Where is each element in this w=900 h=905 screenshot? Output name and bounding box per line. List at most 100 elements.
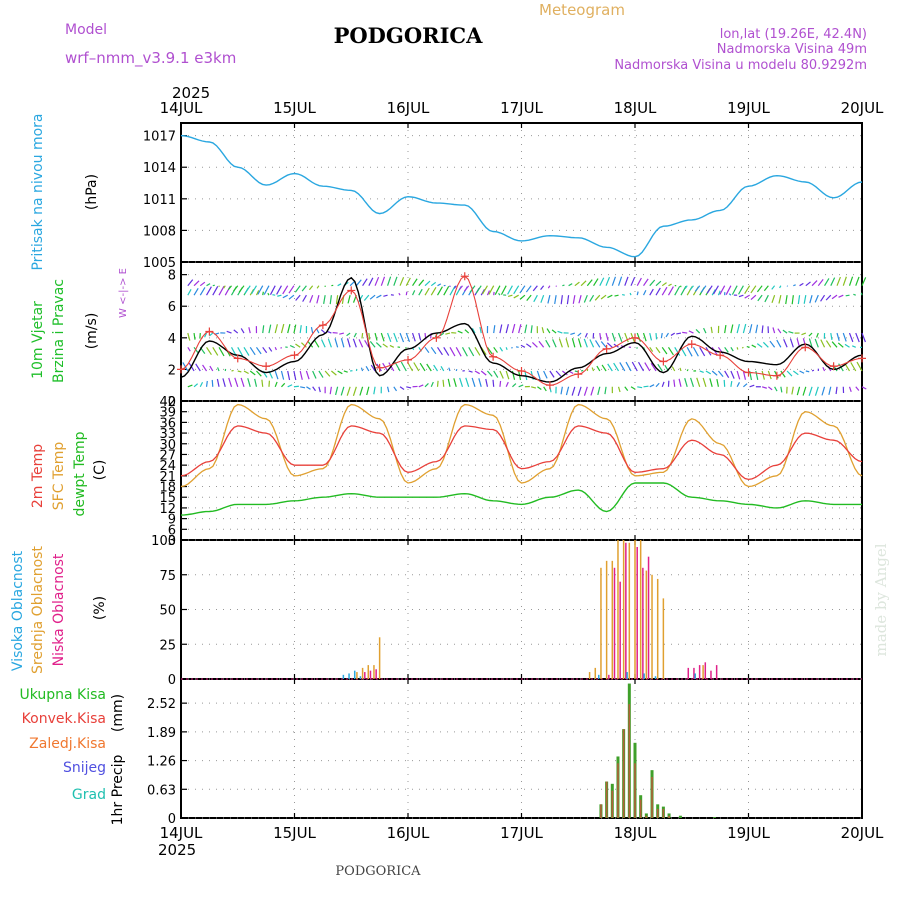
wind-arrow xyxy=(561,295,562,304)
cloud-unit: (%) xyxy=(92,596,108,620)
wind-arrow xyxy=(615,295,619,296)
wind-arrow xyxy=(544,371,547,378)
y-tick-label: 0.63 xyxy=(147,783,176,798)
wind-arrow xyxy=(252,286,257,294)
wind-arrow xyxy=(747,347,750,348)
wind-arrow xyxy=(750,385,755,387)
wind-arrow xyxy=(489,286,494,295)
wind-arrow xyxy=(597,366,600,371)
precip-legend-snow: Snijeg xyxy=(63,760,106,776)
wind-arrow xyxy=(758,295,762,301)
wind-arrow xyxy=(481,371,486,375)
wind-arrow xyxy=(388,277,391,286)
wind-arrow xyxy=(262,380,263,387)
wind-arrow xyxy=(207,347,212,354)
wind-title-2: Brzina i Pravac xyxy=(51,279,67,383)
wind-arrow xyxy=(726,286,731,295)
wind-arrow xyxy=(353,387,356,396)
wind-arrow xyxy=(406,347,407,348)
pressure-line xyxy=(181,136,862,257)
wind-compass: W <-|-> E xyxy=(118,268,129,318)
wind-arrow xyxy=(469,347,474,356)
wind-arrow xyxy=(244,347,249,355)
wind-arrow xyxy=(520,286,525,293)
wind-arrow xyxy=(288,371,290,380)
wind-arrow xyxy=(331,371,336,375)
wind-arrow xyxy=(756,371,758,380)
wind-arrow xyxy=(821,340,825,348)
wind-arrow xyxy=(248,378,250,387)
wind-arrow xyxy=(825,278,829,285)
wind-arrow xyxy=(354,333,356,337)
wind-arrow xyxy=(757,344,762,348)
wind-arrow xyxy=(850,387,852,392)
wind-arrow xyxy=(450,347,455,356)
wind-arrow xyxy=(188,347,190,351)
wind-arrow xyxy=(390,345,394,347)
wind-arrow xyxy=(531,325,532,333)
wind-arrow xyxy=(806,282,811,286)
wind-arrow xyxy=(203,365,207,371)
wind-arrow xyxy=(519,324,521,333)
wind-arrow xyxy=(584,339,587,347)
cloud-high-label: Visoka Oblacnost xyxy=(10,550,26,671)
wind-arrow xyxy=(792,295,793,304)
wind-arrow xyxy=(742,347,743,348)
wind-arrow xyxy=(464,286,468,291)
wind-arrow xyxy=(494,347,498,352)
wind-arrow xyxy=(339,333,344,334)
wind-arrow xyxy=(309,286,312,290)
precip-conv-bar xyxy=(640,800,642,818)
y-tick-label: 2.52 xyxy=(147,697,176,712)
wind-arrow xyxy=(383,295,387,296)
wind-arrow xyxy=(701,286,706,293)
wind-arrow xyxy=(219,286,224,295)
wind-arrow xyxy=(281,371,283,380)
wind-arrow xyxy=(790,339,793,348)
wind-arrow xyxy=(325,371,330,376)
wind-arrow xyxy=(425,288,429,295)
wind-arrow xyxy=(556,371,561,376)
wind-arrow xyxy=(680,368,681,371)
wind-arrow xyxy=(622,295,625,296)
wind-arrow xyxy=(762,325,763,333)
wind-arrow xyxy=(815,339,818,347)
wind-arrow xyxy=(826,295,831,300)
wind-arrow xyxy=(475,347,480,355)
wind-arrow xyxy=(587,280,592,286)
wind-arrow xyxy=(714,286,719,294)
wind-arrow xyxy=(781,387,782,393)
wind-arrow xyxy=(194,384,198,387)
wind-arrow xyxy=(668,287,673,296)
wind-arrow xyxy=(762,371,764,380)
wind-arrow xyxy=(425,281,430,286)
model-name: wrf–nmm_v3.9.1 e3km xyxy=(65,49,236,68)
wind-arrow xyxy=(311,327,312,333)
wind-arrow xyxy=(506,347,507,350)
wind-arrow xyxy=(400,387,404,390)
wind-arrow xyxy=(696,329,700,333)
wind-arrow xyxy=(443,380,444,387)
wind-arrow xyxy=(725,371,729,378)
wind-arrow xyxy=(306,371,309,379)
wind-arrow xyxy=(561,387,562,395)
wind-arrow xyxy=(691,378,694,387)
wind-arrow xyxy=(606,277,609,286)
wind-arrow xyxy=(328,339,331,347)
wind-arrow xyxy=(302,286,306,291)
wind-arrow xyxy=(601,295,606,299)
wind-arrow xyxy=(250,371,255,375)
wind-arrow xyxy=(244,371,249,373)
wind-arrow xyxy=(596,340,600,347)
precip-legend-total: Ukupna Kisa xyxy=(19,687,106,703)
wind-arrow xyxy=(584,295,587,302)
wind-arrow xyxy=(431,282,435,285)
wind-arrow xyxy=(606,333,608,341)
wind-arrow xyxy=(763,342,768,347)
wind-arrow xyxy=(303,295,307,301)
wind-arrow xyxy=(500,371,503,379)
wind-arrow xyxy=(787,286,788,287)
wind-arrow xyxy=(526,286,531,292)
wind-arrow xyxy=(544,387,547,391)
y-tick-label: 4 xyxy=(168,332,176,347)
